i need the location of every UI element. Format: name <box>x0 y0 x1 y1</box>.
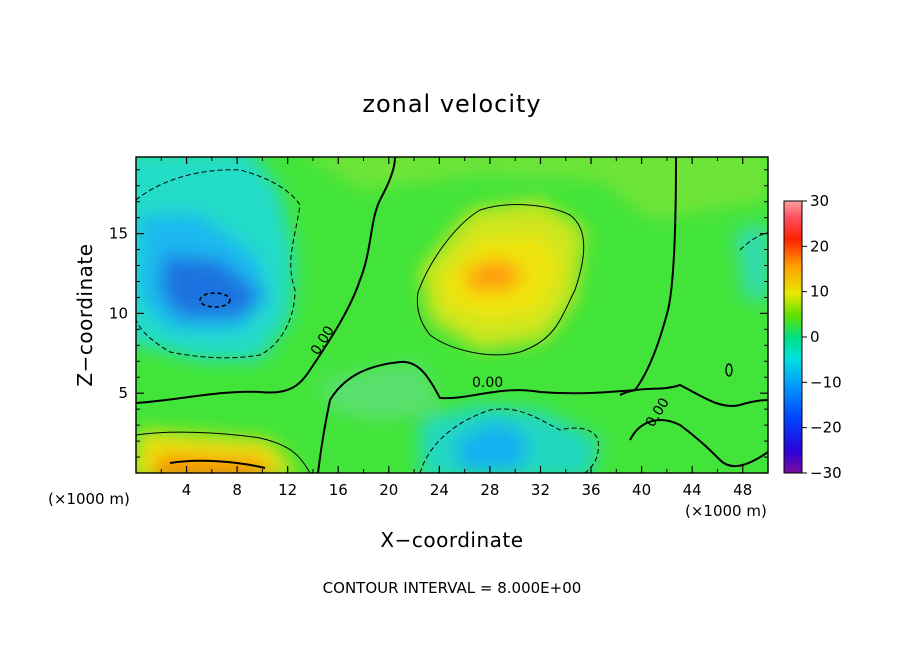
colorbar <box>783 200 803 474</box>
x-tick-label: 48 <box>733 481 752 499</box>
colorbar-tick-label: 20 <box>810 237 829 255</box>
x-tick-label: 40 <box>632 481 651 499</box>
colorbar-tick-label: 0 <box>810 328 820 346</box>
contour-zero-bottom-right <box>629 419 768 468</box>
x-unit-left: (×1000 m) <box>48 490 130 508</box>
contour-label-2: 0.00 <box>472 375 503 391</box>
colorbar-tick-label: 10 <box>810 283 829 301</box>
contour-zero-lower <box>317 157 677 473</box>
contour-zero-bottom-left <box>169 459 266 469</box>
x-tick-label: 16 <box>329 481 348 499</box>
contour-neg-8-upper-left <box>136 169 301 359</box>
positive-core-bottom-left <box>152 455 270 473</box>
x-tick-label: 24 <box>430 481 449 499</box>
heatmap-field <box>136 157 768 473</box>
x-unit-right: (×1000 m) <box>685 502 767 520</box>
contour-pos-8-center <box>416 204 585 356</box>
negative-core-upper-left <box>160 255 262 318</box>
contour-neg-8-bottom <box>419 408 599 473</box>
contour-pos-8-bottom-left <box>136 431 311 473</box>
contour-small-right <box>725 363 733 377</box>
y-axis-label: Z−coordinate <box>73 243 97 386</box>
colorbar-ticks: 30 20 10 0 −10 −20 −30 <box>802 192 842 482</box>
y-tick-label: 5 <box>118 384 128 402</box>
chart-title: zonal velocity <box>362 90 541 118</box>
contour-neg-16-core <box>199 292 231 308</box>
x-tick-label: 4 <box>182 481 192 499</box>
x-tick-label: 44 <box>683 481 702 499</box>
colorbar-tick-label: −20 <box>810 419 842 437</box>
x-tick-label: 12 <box>278 481 297 499</box>
plot-frame <box>135 156 769 474</box>
x-tick-label: 32 <box>531 481 550 499</box>
x-axis-ticks: 4 8 12 16 20 24 28 32 36 40 44 48 <box>160 157 752 499</box>
x-axis-label: X−coordinate <box>380 528 523 552</box>
contour-neg-8-right <box>739 231 768 251</box>
contour-lines <box>136 157 768 473</box>
y-tick-label: 15 <box>109 225 128 243</box>
y-tick-label: 10 <box>109 304 128 322</box>
negative-region-lower-middle <box>320 360 440 420</box>
contour-zero-right <box>619 383 768 407</box>
negative-core-bottom <box>455 420 530 470</box>
colorbar-tick-label: −30 <box>810 464 842 482</box>
x-tick-label: 36 <box>581 481 600 499</box>
negative-region-right <box>735 225 768 300</box>
colorbar-tick-label: −10 <box>810 373 842 391</box>
y-axis-ticks: 5 10 15 <box>109 169 768 458</box>
positive-core-center <box>465 258 525 292</box>
colorbar-tick-label: 30 <box>810 192 829 210</box>
x-tick-label: 20 <box>379 481 398 499</box>
lime-region-top <box>310 157 768 220</box>
x-tick-label: 28 <box>480 481 499 499</box>
contour-interval-footer: CONTOUR INTERVAL = 8.000E+00 <box>323 579 582 597</box>
contour-zero-left <box>136 157 396 404</box>
x-tick-label: 8 <box>232 481 242 499</box>
